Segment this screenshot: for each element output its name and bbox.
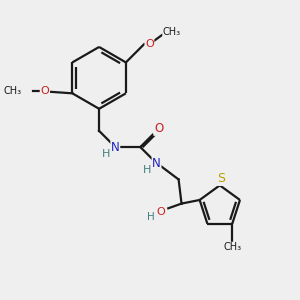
Text: O: O [40,86,49,96]
Text: H: H [102,148,110,158]
Text: H: H [143,165,151,175]
Text: CH₃: CH₃ [163,27,181,37]
Text: O: O [157,206,165,217]
Text: CH₃: CH₃ [223,242,241,252]
Text: N: N [111,141,120,154]
Text: H: H [147,212,155,221]
Text: O: O [154,122,163,135]
Text: S: S [217,172,225,185]
Text: O: O [145,39,154,49]
Text: CH₃: CH₃ [4,86,22,96]
Text: N: N [152,157,161,170]
